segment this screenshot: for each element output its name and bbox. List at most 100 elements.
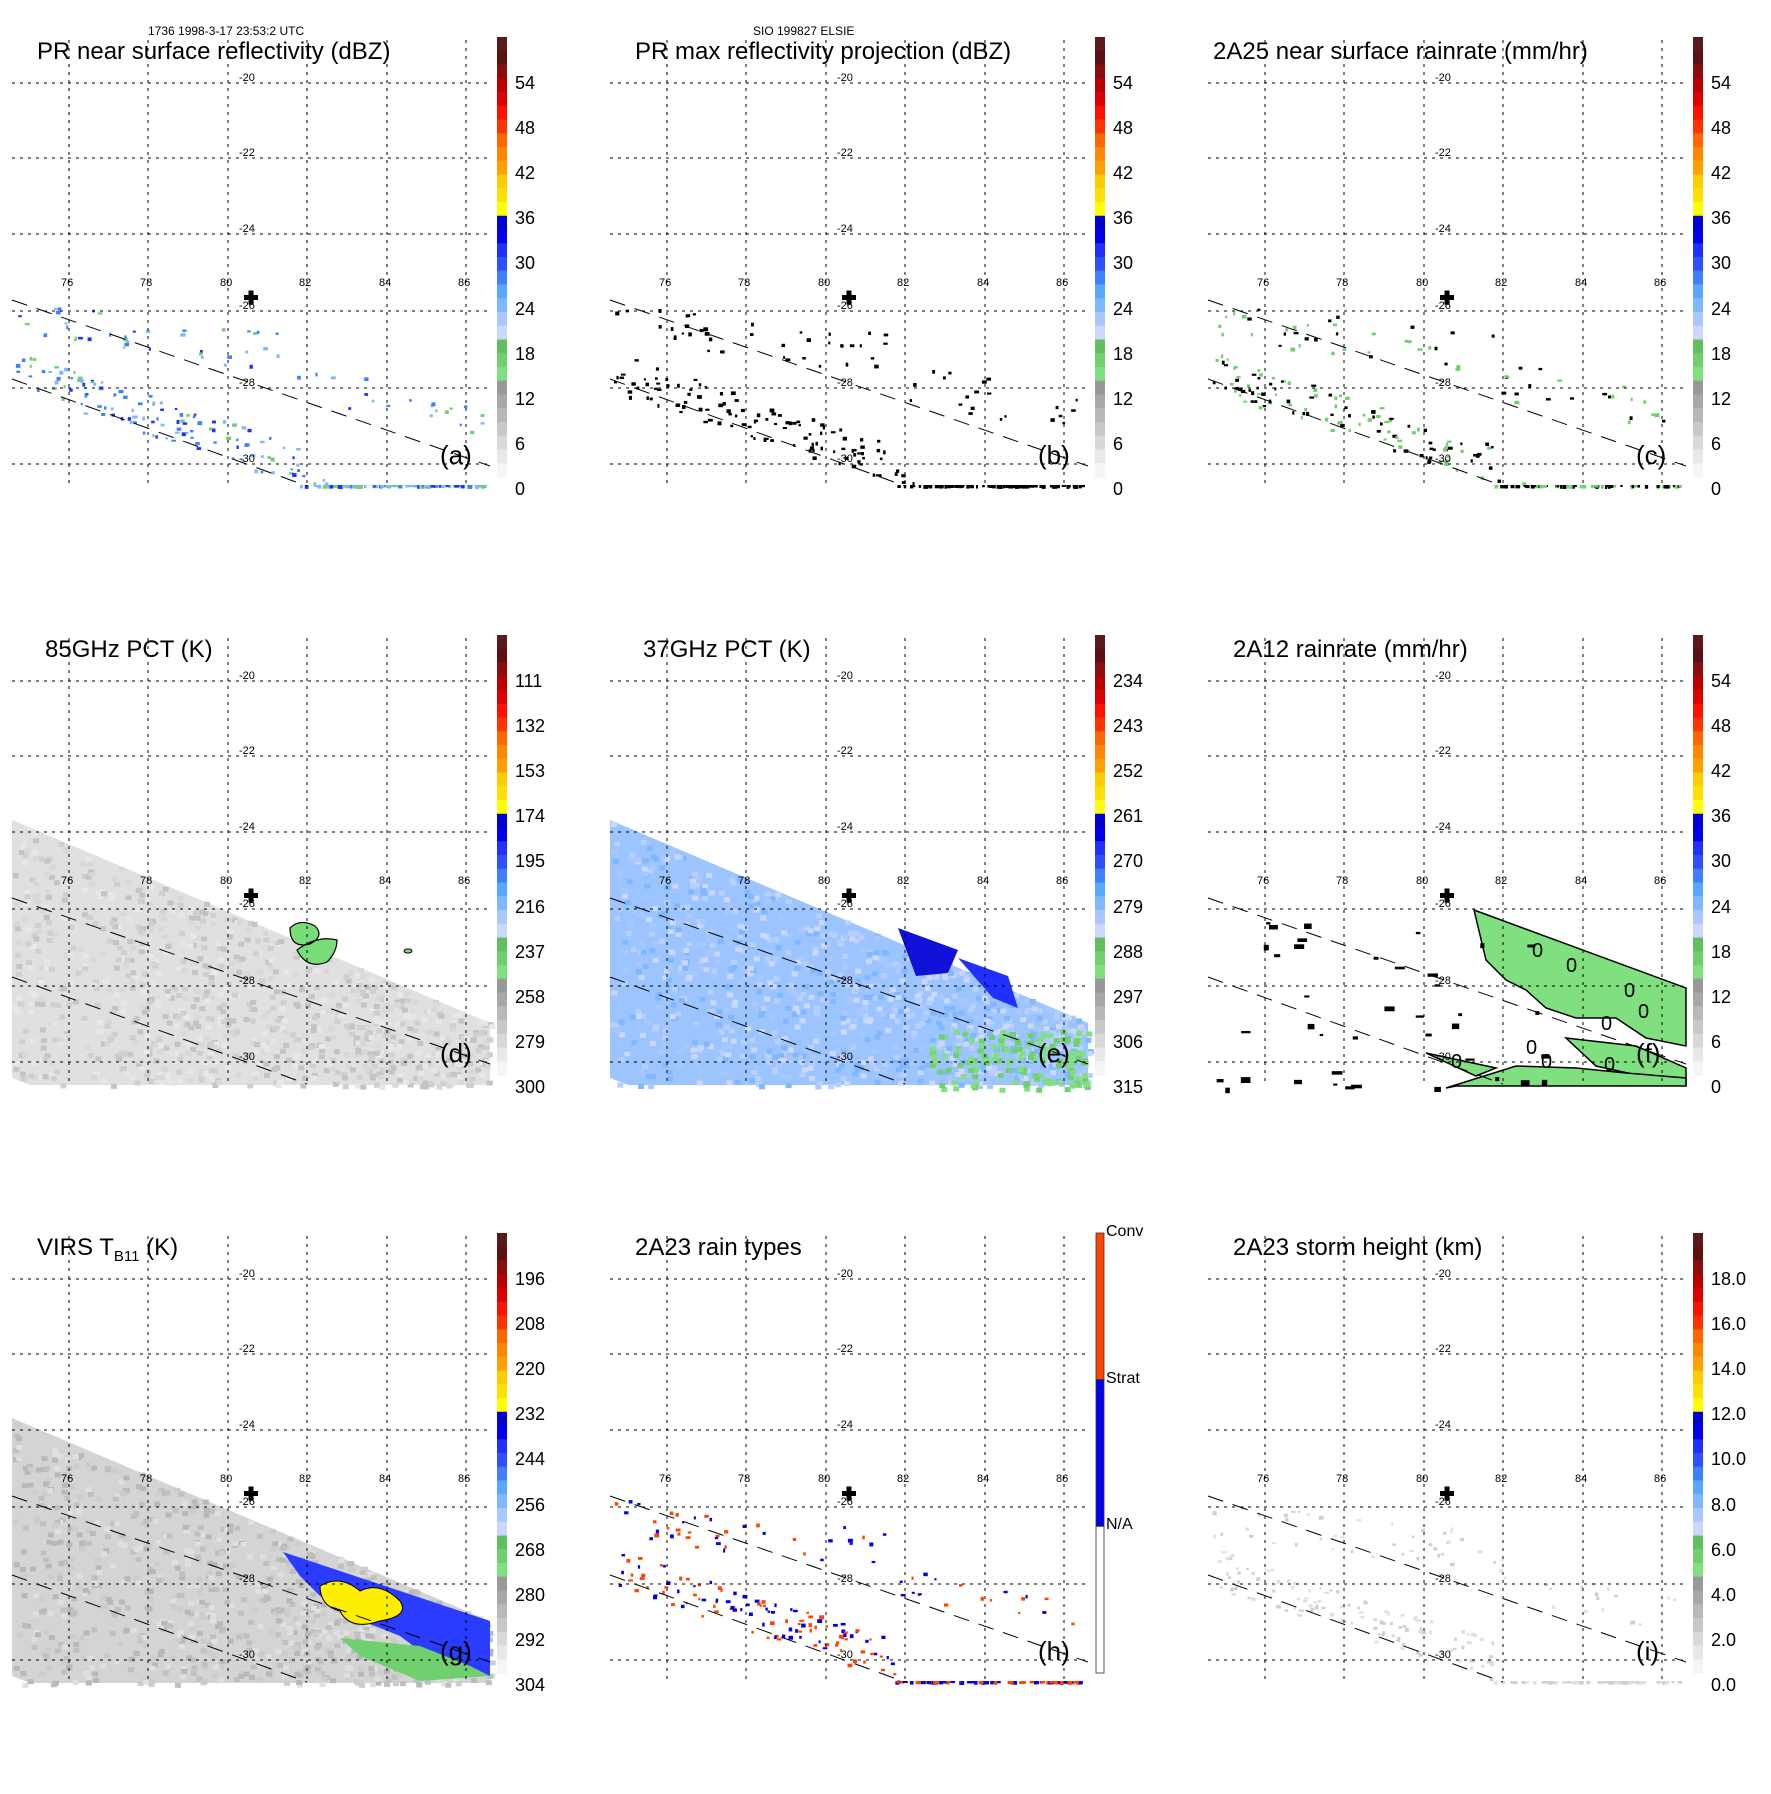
field-cell — [33, 1001, 40, 1007]
echo-pixel — [1217, 1560, 1222, 1563]
echo-pixel — [54, 307, 57, 310]
field-cell — [725, 1044, 732, 1050]
field-cell — [40, 1608, 47, 1614]
echo-pixel — [1453, 1647, 1457, 1651]
field-cell — [216, 1005, 223, 1011]
field-cell — [147, 1517, 153, 1523]
lon-tick-label: 76 — [61, 1473, 73, 1485]
echo-pixel — [1567, 1681, 1571, 1684]
colorbar-tick-label: 0 — [515, 478, 526, 499]
echo-pixel — [1304, 408, 1308, 412]
field-cell — [87, 914, 93, 920]
lon-tick-label: 76 — [659, 1473, 671, 1485]
field-cell — [678, 997, 685, 1003]
field-cell — [22, 901, 29, 907]
echo-pixel — [1324, 1591, 1330, 1594]
field-cell — [487, 1674, 494, 1679]
echo-pixel — [1608, 485, 1611, 489]
echo-pixel — [1388, 419, 1393, 423]
field-cell — [169, 1602, 176, 1608]
echo-pixel — [820, 431, 823, 435]
field-cell — [484, 1059, 491, 1065]
echo-pixel — [799, 1635, 802, 1639]
echo-pixel — [683, 400, 688, 404]
field-cell — [381, 1634, 388, 1640]
field-cell — [1014, 1075, 1021, 1081]
field-cell — [825, 969, 832, 975]
lat-tick-label: -28 — [837, 1573, 853, 1585]
echo-pixel — [917, 1593, 922, 1596]
field-cell — [174, 1565, 181, 1571]
colorbar-segment — [1693, 435, 1703, 451]
echo-pixel — [836, 1641, 840, 1645]
echo-pixel — [1342, 348, 1347, 351]
field-cell — [369, 977, 376, 983]
field-cell — [375, 1025, 382, 1031]
panel-title-text: VIRS T — [37, 1234, 114, 1261]
field-cell — [238, 1610, 244, 1616]
echo-pixel — [1664, 485, 1670, 489]
field-cell — [134, 1080, 141, 1086]
echo-pixel — [1441, 1651, 1445, 1655]
field-cell — [61, 1482, 68, 1488]
echo-pixel — [132, 330, 136, 333]
echo-pixel — [245, 350, 249, 354]
field-cell — [45, 1539, 52, 1545]
field-cell — [423, 1009, 430, 1015]
echo-pixel — [1285, 1518, 1289, 1522]
field-cell — [769, 896, 776, 902]
echo-pixel — [697, 395, 702, 399]
field-cell — [485, 1680, 492, 1686]
field-cell — [921, 979, 928, 985]
field-cell — [120, 1000, 127, 1006]
colorbar-segment — [497, 1453, 507, 1468]
field-cell — [333, 1629, 340, 1635]
echo-pixel — [1257, 393, 1261, 396]
field-cell — [103, 1548, 110, 1554]
field-cell — [251, 1607, 258, 1613]
field-cell — [797, 1054, 803, 1060]
echo-pixel — [723, 1548, 726, 1553]
echo-pixel — [1055, 406, 1059, 410]
lon-tick-label: 78 — [1336, 277, 1348, 289]
field-cell — [621, 980, 628, 986]
echo-pixel — [1371, 332, 1376, 336]
echo-pixel — [186, 414, 190, 417]
field-cell — [1042, 1019, 1048, 1025]
echo-pixel — [241, 458, 244, 462]
field-cell — [694, 882, 701, 888]
field-cell — [854, 1062, 861, 1068]
lon-tick-label: 86 — [458, 1473, 470, 1485]
echo-pixel — [637, 1502, 641, 1506]
field-cell — [187, 943, 194, 949]
field-cell — [179, 1638, 186, 1644]
field-cell — [378, 1058, 385, 1064]
echo-pixel — [256, 330, 260, 335]
field-cell — [378, 1020, 385, 1026]
field-cell — [317, 1659, 324, 1665]
echo-pixel — [1442, 1531, 1447, 1535]
field-cell — [958, 1068, 965, 1074]
echo-pixel — [70, 377, 73, 380]
field-cell — [191, 1499, 198, 1505]
echo-pixel — [862, 1535, 865, 1540]
field-cell — [451, 1055, 458, 1061]
field-cell — [196, 1041, 203, 1047]
field-cell — [129, 1035, 136, 1040]
echo-pixel — [1423, 428, 1428, 433]
echo-pixel — [430, 485, 436, 488]
colorbar-tick-label: 24 — [515, 298, 536, 319]
echo-pixel — [698, 383, 702, 387]
field-cell — [190, 1509, 197, 1514]
colorbar-segment — [1693, 257, 1703, 272]
field-cell — [115, 1607, 122, 1612]
field-cell — [842, 953, 849, 959]
field-cell — [89, 1531, 96, 1536]
echo-pixel — [1580, 1586, 1584, 1590]
echo-pixel — [1392, 1543, 1396, 1546]
field-cell — [82, 874, 89, 879]
echo-pixel — [1221, 354, 1224, 359]
field-cell — [224, 1017, 231, 1023]
field-cell — [1034, 1079, 1041, 1085]
echo-pixel — [83, 412, 88, 415]
